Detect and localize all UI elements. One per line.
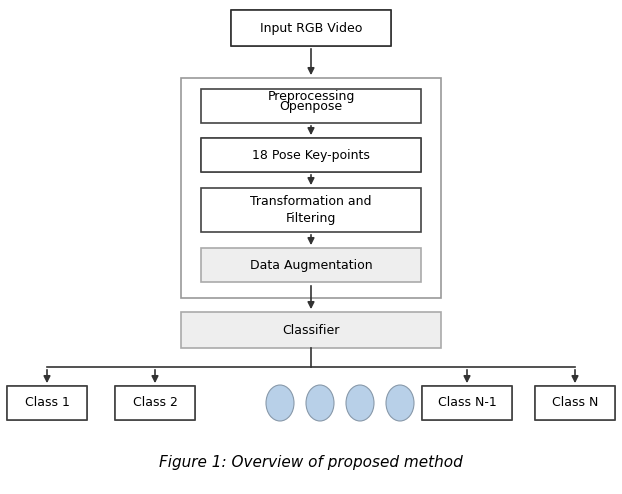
Ellipse shape	[306, 385, 334, 421]
Ellipse shape	[346, 385, 374, 421]
Ellipse shape	[266, 385, 294, 421]
FancyBboxPatch shape	[7, 386, 87, 420]
FancyBboxPatch shape	[181, 78, 441, 298]
Text: Class N: Class N	[552, 397, 598, 410]
FancyBboxPatch shape	[201, 248, 421, 282]
Text: Transformation and
Filtering: Transformation and Filtering	[250, 195, 372, 225]
FancyBboxPatch shape	[231, 10, 391, 46]
FancyBboxPatch shape	[201, 89, 421, 123]
FancyBboxPatch shape	[422, 386, 512, 420]
Text: 18 Pose Key-points: 18 Pose Key-points	[252, 149, 370, 162]
Text: Figure 1: Overview of proposed method: Figure 1: Overview of proposed method	[159, 454, 463, 469]
Text: Class 2: Class 2	[132, 397, 177, 410]
Ellipse shape	[386, 385, 414, 421]
Text: Class 1: Class 1	[24, 397, 70, 410]
FancyBboxPatch shape	[181, 312, 441, 348]
Text: Classifier: Classifier	[282, 324, 340, 336]
FancyBboxPatch shape	[201, 188, 421, 232]
Text: Input RGB Video: Input RGB Video	[260, 22, 362, 35]
Text: Data Augmentation: Data Augmentation	[249, 258, 373, 272]
Text: Preprocessing: Preprocessing	[267, 90, 355, 103]
Text: Openpose: Openpose	[279, 99, 343, 113]
FancyBboxPatch shape	[201, 138, 421, 172]
Text: Class N-1: Class N-1	[438, 397, 496, 410]
FancyBboxPatch shape	[115, 386, 195, 420]
FancyBboxPatch shape	[535, 386, 615, 420]
